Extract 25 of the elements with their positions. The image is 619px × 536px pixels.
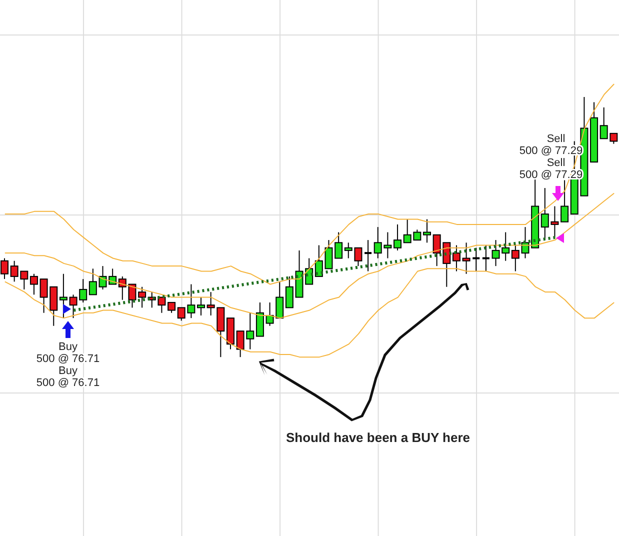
candlestick <box>168 302 176 314</box>
annotation: Sell <box>546 157 566 169</box>
candlestick <box>422 218 431 244</box>
candlestick <box>285 276 294 308</box>
candlestick <box>59 273 68 319</box>
candlestick <box>138 286 146 308</box>
annotation: Buy <box>58 341 78 353</box>
text: Buy <box>58 365 78 377</box>
text: Should have been a BUY here <box>286 430 470 445</box>
candlestick <box>88 268 97 296</box>
candlestick <box>364 240 373 272</box>
candlestick <box>452 244 460 272</box>
candlestick <box>0 258 8 280</box>
candlestick <box>472 247 481 272</box>
candlestick <box>334 232 343 259</box>
candlestick <box>256 302 264 337</box>
candlestick <box>30 273 38 296</box>
candlestick <box>394 224 402 251</box>
candlestick <box>560 180 569 222</box>
annotation: 500 @ 76.71 <box>36 353 100 365</box>
candlestick <box>481 244 490 272</box>
annotation: Sell <box>546 133 566 145</box>
candlestick <box>462 242 470 274</box>
text: 500 @ 76.71 <box>36 377 100 389</box>
candlestick <box>197 296 206 316</box>
